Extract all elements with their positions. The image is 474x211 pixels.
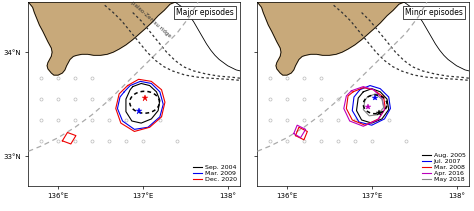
- Text: Major episodes: Major episodes: [176, 8, 234, 17]
- Text: paleo-Zenisu ridge: paleo-Zenisu ridge: [130, 0, 172, 39]
- Legend: Sep. 2004, Mar. 2009, Dec. 2020: Sep. 2004, Mar. 2009, Dec. 2020: [190, 162, 239, 184]
- Text: Minor episodes: Minor episodes: [405, 8, 463, 17]
- Polygon shape: [257, 2, 404, 75]
- Polygon shape: [28, 2, 175, 75]
- Legend: Aug. 2005, Jul. 2007, Mar. 2008, Apr. 2016, May 2018: Aug. 2005, Jul. 2007, Mar. 2008, Apr. 20…: [419, 150, 468, 184]
